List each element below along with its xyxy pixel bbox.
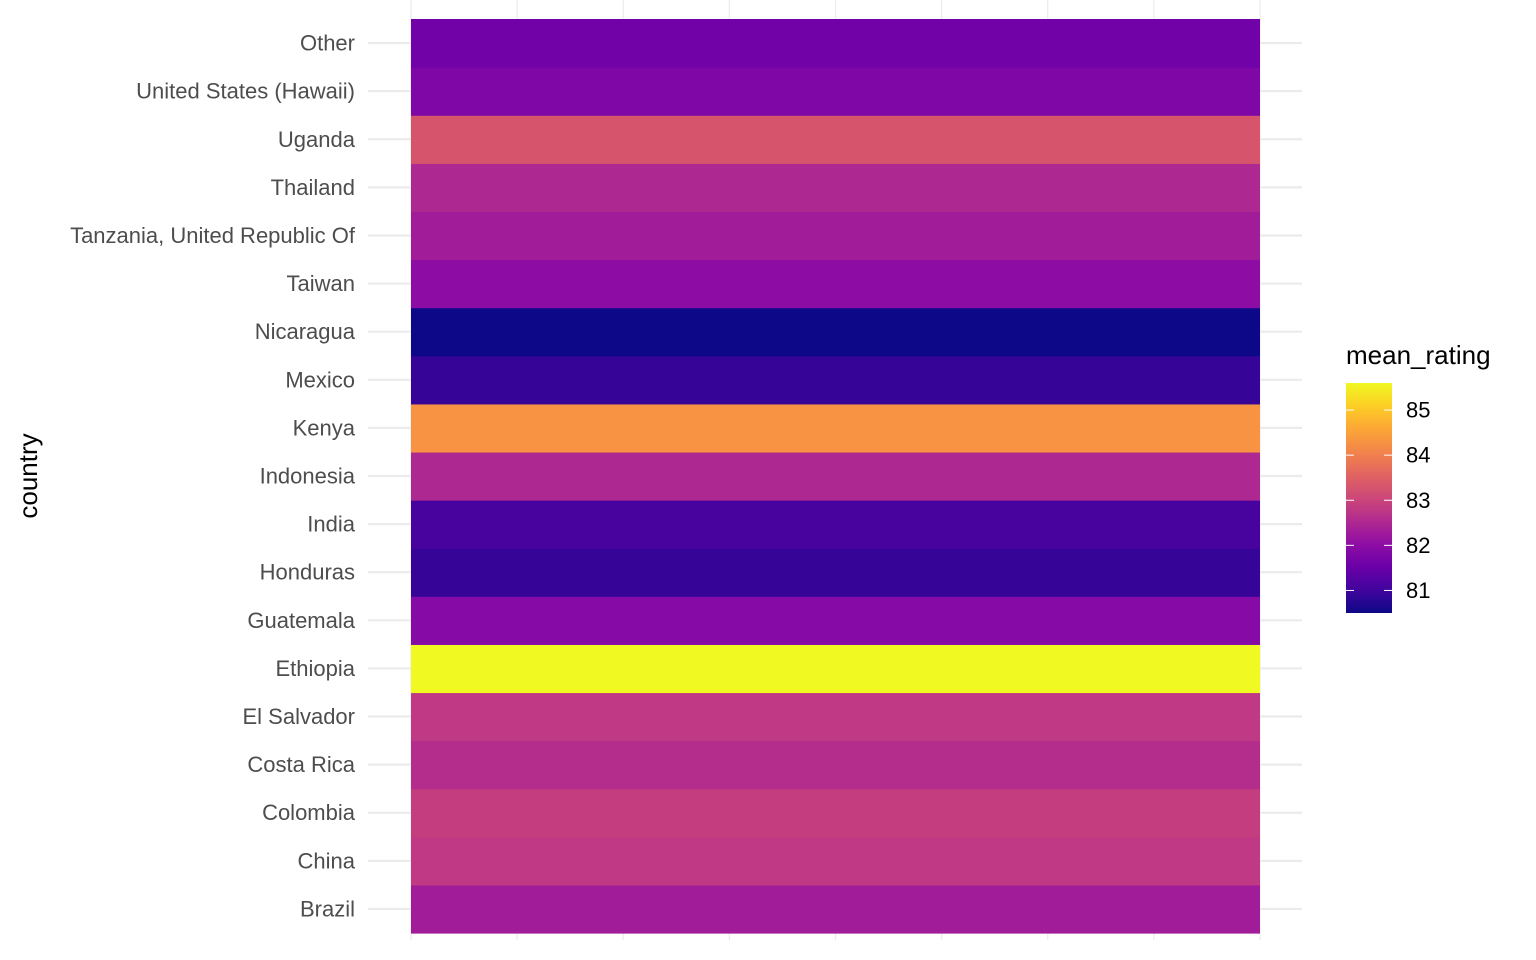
legend-colorbar [1346,383,1392,613]
heatmap-tile [411,500,1260,549]
y-tick-label: China [298,848,356,873]
heatmap-tile [411,548,1260,597]
heatmap-tile [411,403,1260,453]
legend-title: mean_rating [1346,340,1491,370]
legend-tick-label: 83 [1406,488,1430,513]
heatmap-tile [411,211,1260,261]
y-tick-label: Thailand [271,175,355,200]
heatmap-tile [411,836,1260,886]
y-tick-label: Indonesia [260,464,356,489]
heatmap-tiles [411,19,1260,934]
legend-tick-label: 81 [1406,578,1430,603]
legend-tick-label: 85 [1406,398,1430,423]
heatmap-tile [411,115,1260,164]
y-tick-labels: Brazil China Colombia Costa Rica El Salvador… [70,31,356,922]
y-tick-label: Other [300,31,355,56]
heatmap-tile [411,163,1260,213]
heatmap-tile [411,67,1260,116]
y-tick-label: Mexico [285,367,355,392]
legend-tick-label: 84 [1406,443,1430,468]
y-axis-title: country [13,433,43,518]
heatmap-tile [411,788,1260,838]
heatmap-tile [411,884,1260,934]
y-tick-label: Ethiopia [275,656,355,681]
y-tick-label: India [307,512,355,537]
heatmap-tile [411,259,1260,309]
heatmap-tile [411,451,1260,501]
y-tick-label: Uganda [278,127,356,152]
heatmap-tile [411,355,1260,405]
heatmap-tile [411,19,1260,68]
y-tick-label: Guatemala [247,608,355,633]
legend-ticks: 81 82 83 84 85 [1346,398,1430,603]
y-tick-label: Kenya [293,415,356,440]
heatmap-tile [411,644,1260,694]
heatmap-tile [411,740,1260,790]
y-tick-label: Taiwan [287,271,355,296]
y-tick-label: Honduras [260,560,355,585]
y-tick-label: Nicaragua [255,319,356,344]
heatmap-tile [411,307,1260,357]
y-tick-label: Brazil [300,896,355,921]
heatmap-tile [411,596,1260,645]
y-tick-label: El Salvador [242,704,355,729]
y-tick-label: Tanzania, United Republic Of [70,223,356,248]
legend-tick-label: 82 [1406,533,1430,558]
legend: mean_rating 81 82 83 84 85 [1346,340,1491,613]
y-tick-label: Colombia [262,800,356,825]
y-tick-label: Costa Rica [247,752,355,777]
y-tick-label: United States (Hawaii) [136,79,355,104]
heatmap-tile [411,692,1260,742]
